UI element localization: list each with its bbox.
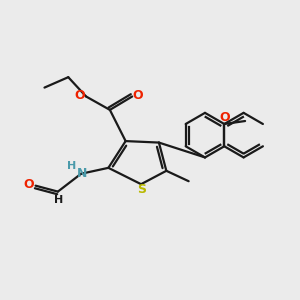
Text: O: O <box>74 88 85 101</box>
Text: S: S <box>137 183 146 196</box>
Text: N: N <box>76 167 87 180</box>
Text: H: H <box>67 161 76 171</box>
Text: H: H <box>54 195 63 205</box>
Text: O: O <box>220 111 230 124</box>
Text: O: O <box>133 89 143 102</box>
Text: O: O <box>24 178 34 191</box>
